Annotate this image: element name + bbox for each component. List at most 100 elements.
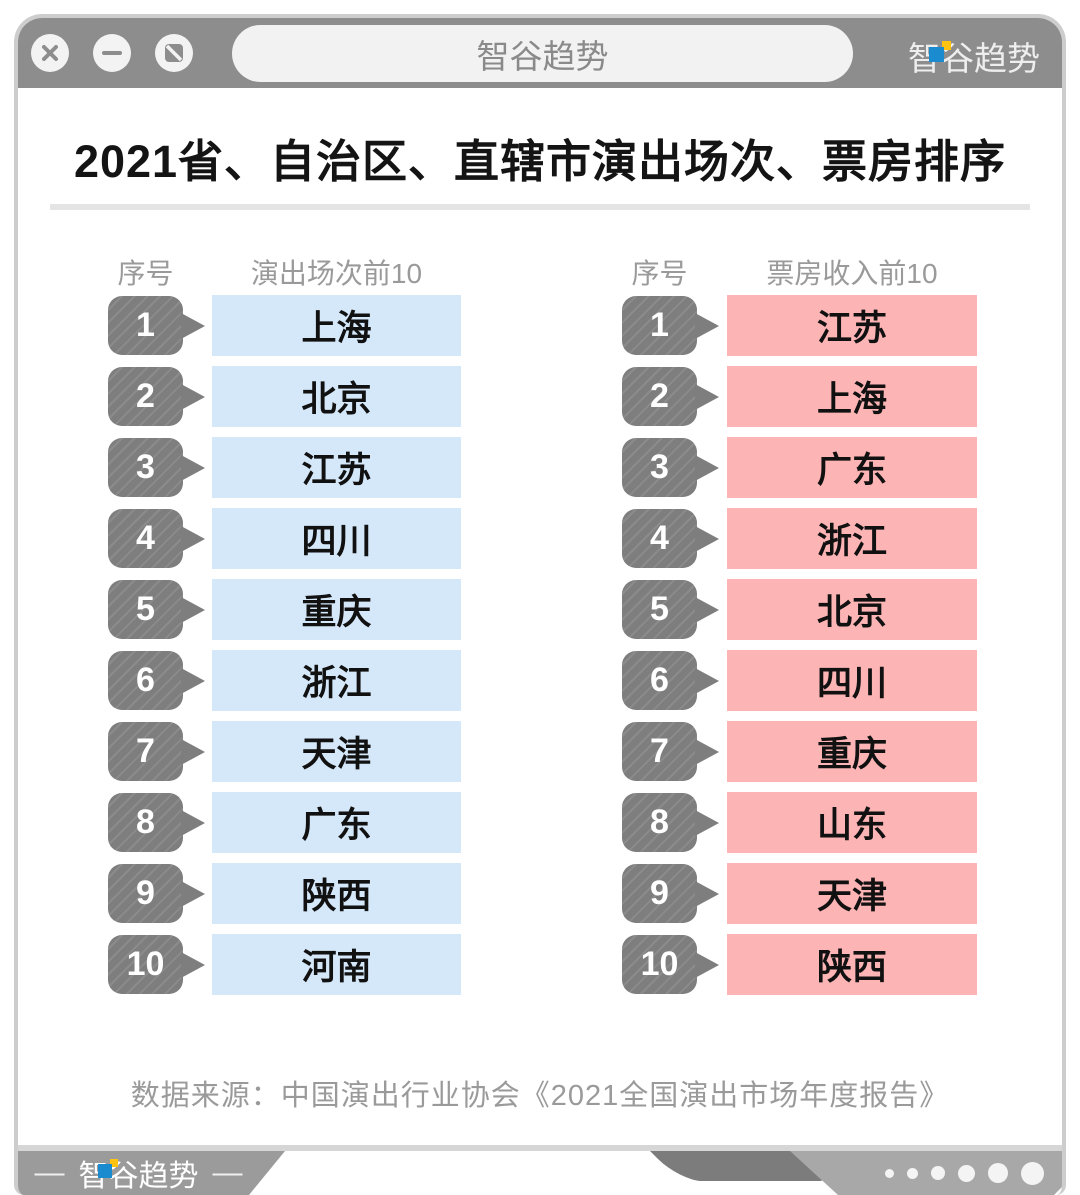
- ranking-row: 4 浙江: [622, 508, 977, 569]
- badge-pointer-icon: [695, 596, 719, 623]
- rank-badge: 1: [622, 296, 719, 355]
- badge-pointer-icon: [695, 312, 719, 339]
- rank-number: 5: [650, 590, 669, 628]
- ranking-row: 6 浙江: [108, 650, 461, 711]
- badge-pointer-icon: [181, 880, 205, 907]
- rank-badge: 10: [622, 935, 719, 994]
- sessions-header: 演出场次前10: [250, 258, 423, 289]
- province-cell: 山东: [727, 792, 977, 853]
- rank-number: 8: [650, 803, 669, 841]
- rank-number: 3: [650, 448, 669, 486]
- ranking-row: 10 河南: [108, 934, 461, 995]
- footer-dot-icon: [988, 1163, 1008, 1183]
- badge-pointer-icon: [695, 667, 719, 694]
- minimize-icon: [102, 51, 122, 55]
- footer-right-tab: [790, 1151, 1062, 1195]
- badge-pointer-icon: [695, 454, 719, 481]
- rank-number: 7: [650, 732, 669, 770]
- footer-dots: [885, 1151, 1044, 1195]
- province-cell: 广东: [727, 437, 977, 498]
- rank-badge: 4: [622, 509, 719, 568]
- rank-badge: 10: [108, 935, 205, 994]
- province-cell: 陕西: [727, 934, 977, 995]
- badge-pointer-icon: [181, 454, 205, 481]
- ranking-row: 3 江苏: [108, 437, 461, 498]
- badge-pointer-icon: [181, 809, 205, 836]
- address-bar-text: 智谷趋势: [476, 37, 609, 75]
- ranking-row: 9 天津: [622, 863, 977, 924]
- badge-pointer-icon: [695, 880, 719, 907]
- block-icon: [165, 44, 183, 62]
- rank-badge: 6: [108, 651, 205, 710]
- infographic-body: 2021省、自治区、直辖市演出场次、票房排序 序号 演出场次前10 序号 票房收…: [18, 88, 1062, 1195]
- rank-badge: 9: [108, 864, 205, 923]
- province-cell: 江苏: [727, 295, 977, 356]
- footer-dot-icon: [907, 1167, 918, 1179]
- close-icon: [42, 45, 58, 61]
- rank-number: 3: [136, 448, 155, 486]
- province-cell: 四川: [212, 508, 461, 569]
- badge-pointer-icon: [181, 738, 205, 765]
- ranking-row: 5 北京: [622, 579, 977, 640]
- brand-mark-icon: [929, 41, 959, 77]
- rank-badge: 7: [622, 722, 719, 781]
- badge-pointer-icon: [181, 951, 205, 978]
- rank-number: 9: [650, 874, 669, 912]
- province-cell: 浙江: [212, 650, 461, 711]
- title-divider: [50, 204, 1030, 210]
- badge-pointer-icon: [695, 809, 719, 836]
- rank-number: 10: [640, 945, 679, 983]
- address-bar[interactable]: 智谷趋势: [232, 25, 853, 82]
- sessions-ranking-list: 1 上海 2 北京 3 江苏 4 四川 5 重庆 6: [108, 295, 461, 995]
- window-controls: [31, 34, 193, 72]
- province-cell: 陕西: [212, 863, 461, 924]
- ranking-row: 2 上海: [622, 366, 977, 427]
- rank-badge: 8: [108, 793, 205, 852]
- footer-dot-icon: [931, 1166, 945, 1180]
- ranking-row: 8 广东: [108, 792, 461, 853]
- minimize-button[interactable]: [93, 34, 131, 72]
- province-cell: 北京: [212, 366, 461, 427]
- window-title-bar: 智谷趋势 智谷趋势: [18, 18, 1062, 88]
- ranking-row: 1 上海: [108, 295, 461, 356]
- province-cell: 河南: [212, 934, 461, 995]
- badge-pointer-icon: [181, 596, 205, 623]
- badge-pointer-icon: [181, 383, 205, 410]
- footer-divider: [18, 1145, 1062, 1151]
- badge-pointer-icon: [695, 383, 719, 410]
- footer-dot-icon: [1021, 1161, 1044, 1185]
- rank-number: 5: [136, 590, 155, 628]
- province-cell: 四川: [727, 650, 977, 711]
- rank-badge: 3: [108, 438, 205, 497]
- badge-pointer-icon: [181, 525, 205, 552]
- ranking-row: 3 广东: [622, 437, 977, 498]
- rank-badge: 4: [108, 509, 205, 568]
- badge-pointer-icon: [181, 667, 205, 694]
- rank-number: 1: [136, 306, 155, 344]
- province-cell: 江苏: [212, 437, 461, 498]
- rank-number: 2: [136, 377, 155, 415]
- ranking-row: 8 山东: [622, 792, 977, 853]
- block-button[interactable]: [155, 34, 193, 72]
- rank-number: 7: [136, 732, 155, 770]
- close-button[interactable]: [31, 34, 69, 72]
- rank-number: 6: [650, 661, 669, 699]
- province-cell: 天津: [212, 721, 461, 782]
- dash-decoration: —: [34, 1156, 65, 1189]
- rank-badge: 8: [622, 793, 719, 852]
- rank-badge: 6: [622, 651, 719, 710]
- ranking-row: 4 四川: [108, 508, 461, 569]
- rank-badge: 3: [622, 438, 719, 497]
- rank-number: 1: [650, 306, 669, 344]
- badge-pointer-icon: [695, 951, 719, 978]
- rank-number: 4: [650, 519, 669, 557]
- province-cell: 重庆: [212, 579, 461, 640]
- dash-decoration: —: [212, 1156, 243, 1189]
- rank-badge: 1: [108, 296, 205, 355]
- badge-pointer-icon: [181, 312, 205, 339]
- ranking-row: 10 陕西: [622, 934, 977, 995]
- boxoffice-header: 票房收入前10: [766, 258, 938, 289]
- boxoffice-ranking-list: 1 江苏 2 上海 3 广东 4 浙江 5 北京 6: [622, 295, 977, 995]
- ranking-row: 1 江苏: [622, 295, 977, 356]
- rank-number: 4: [136, 519, 155, 557]
